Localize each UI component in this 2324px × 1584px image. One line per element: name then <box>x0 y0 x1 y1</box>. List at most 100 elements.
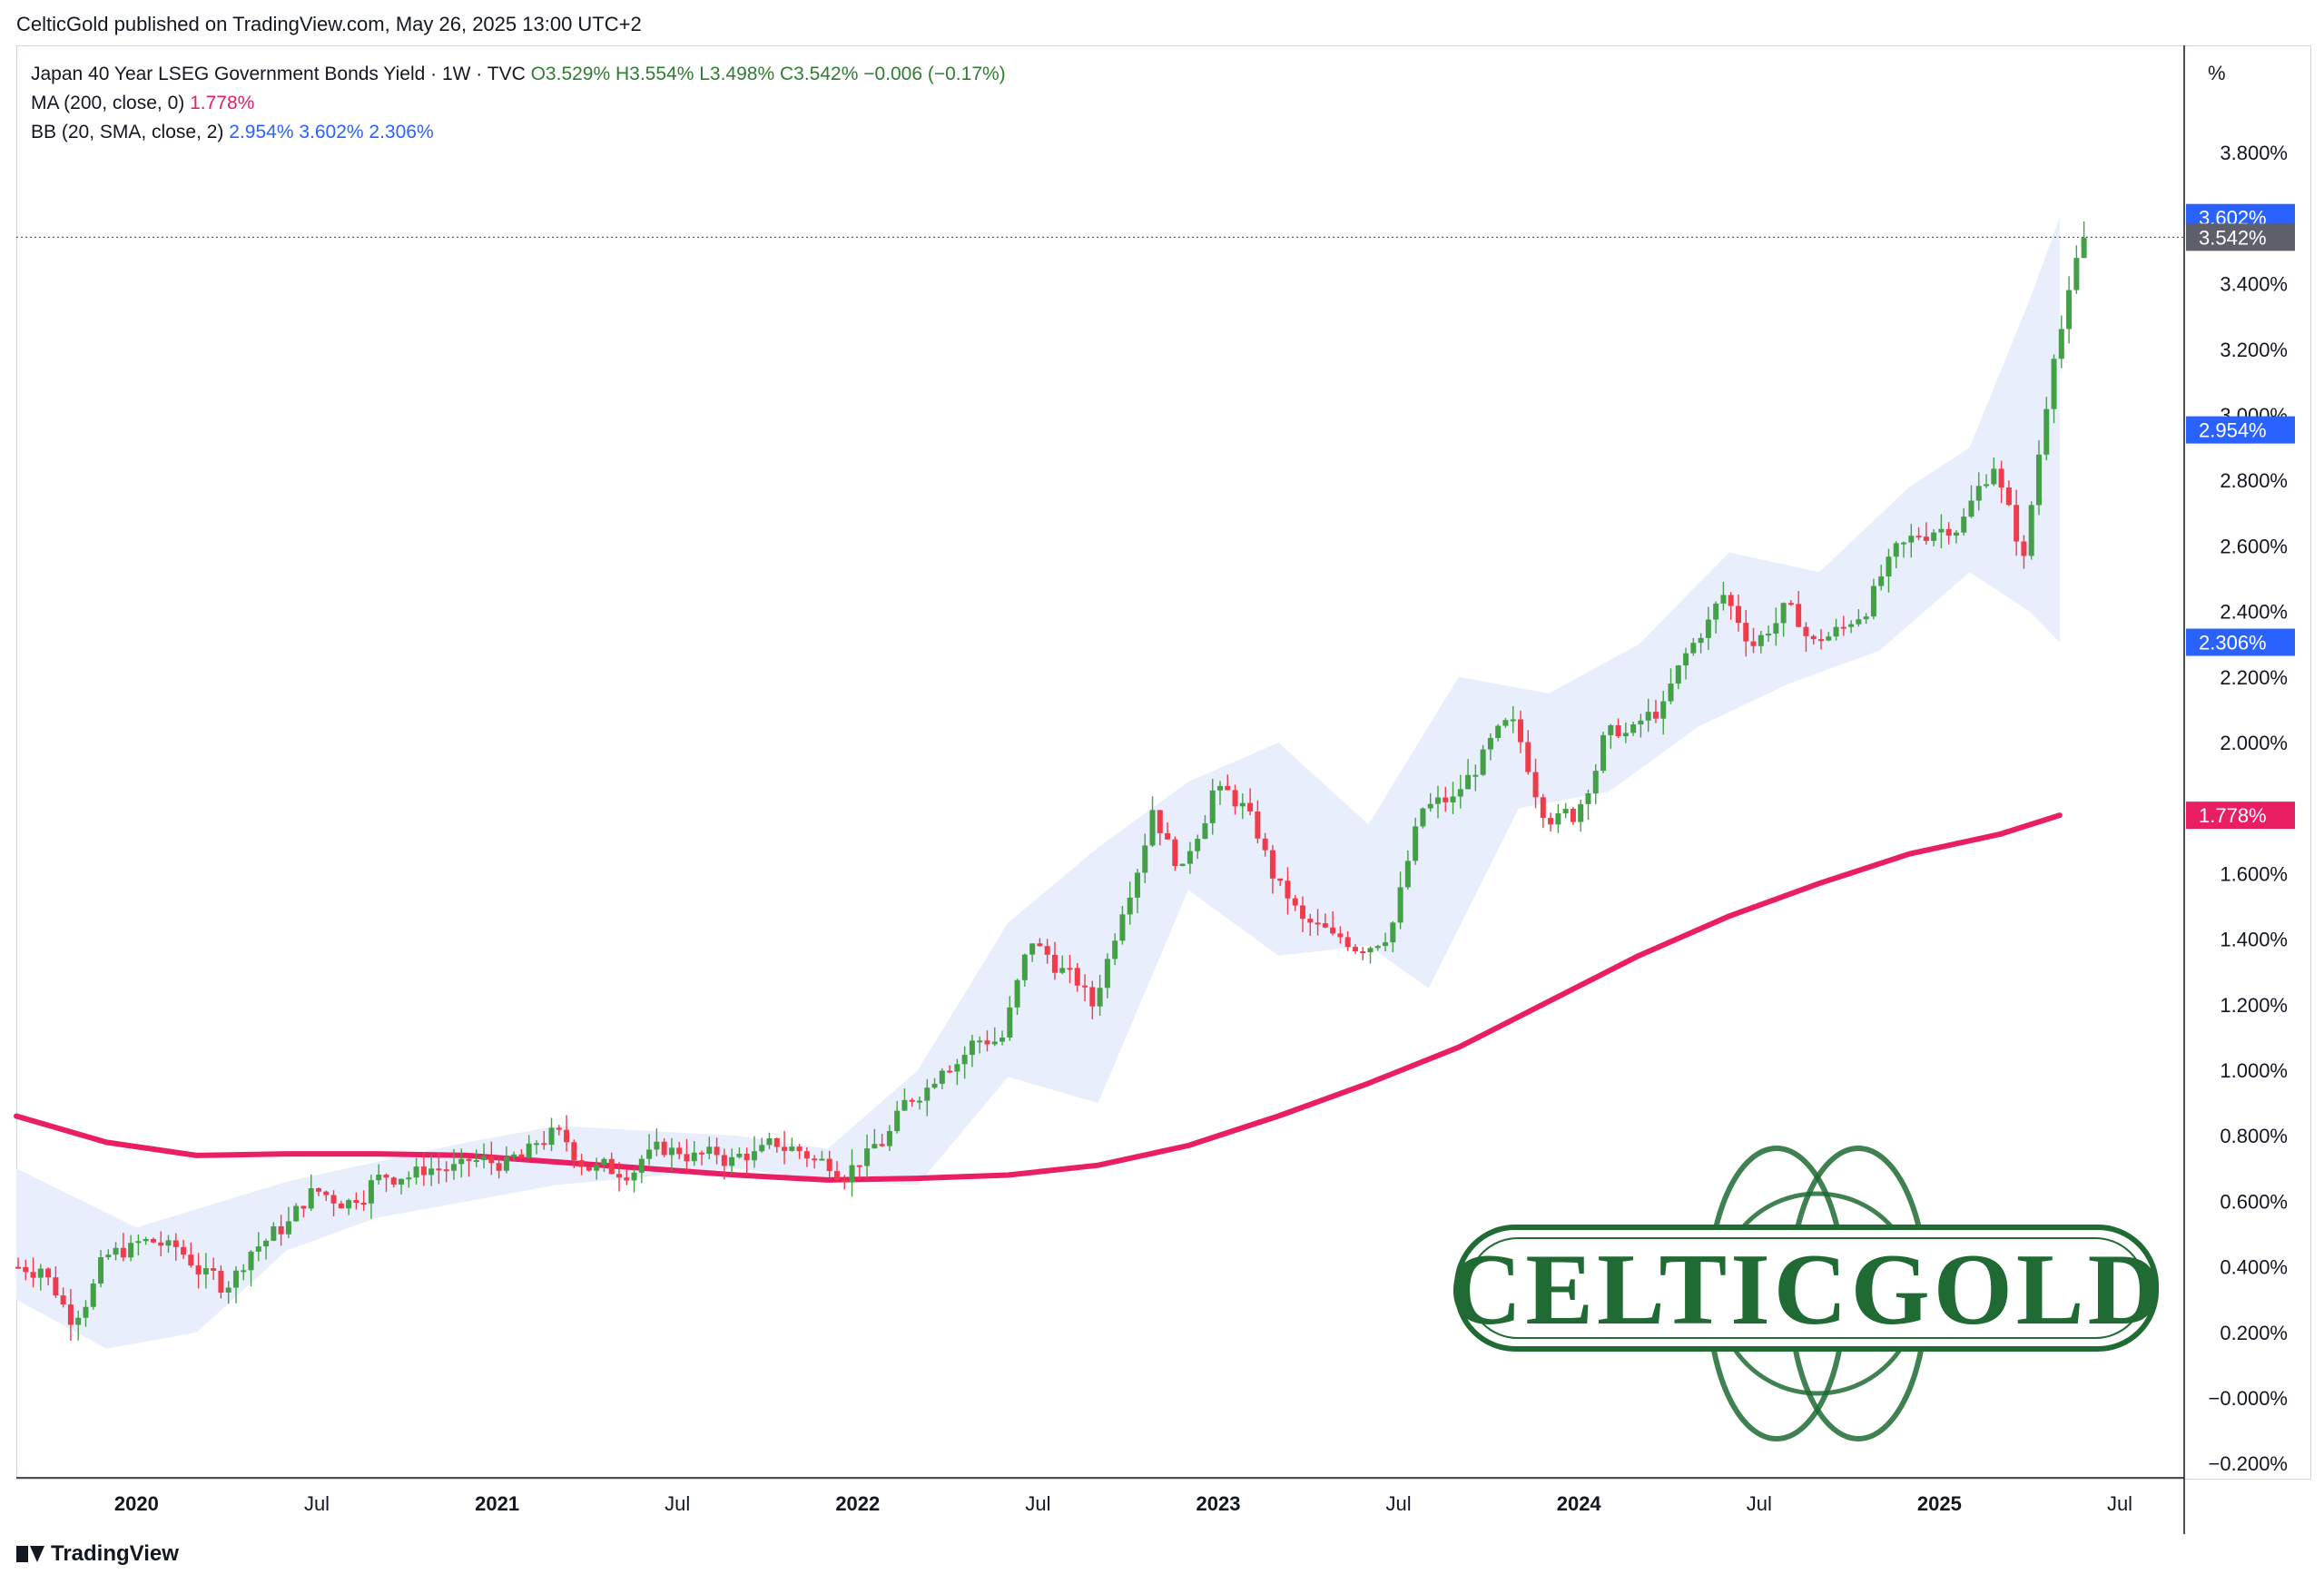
candle-body <box>1217 785 1223 791</box>
candle-body <box>1209 790 1216 823</box>
legend-ma-row[interactable]: MA (200, close, 0) 1.778% <box>31 89 1006 118</box>
candle-body <box>1225 785 1231 791</box>
candle-body <box>1285 881 1291 899</box>
candle-body <box>1998 468 2004 488</box>
candle-body <box>263 1240 270 1247</box>
candle-body <box>616 1174 622 1178</box>
candle-body <box>608 1158 615 1175</box>
candle-body <box>436 1168 442 1171</box>
candle-body <box>1450 796 1456 802</box>
candle-body <box>1915 536 1922 538</box>
candle-body <box>1592 771 1599 794</box>
candle-body <box>961 1055 968 1065</box>
candle-body <box>1570 808 1576 822</box>
candle-body <box>113 1247 119 1255</box>
price-label-bb_basis: 2.954% <box>2199 419 2267 442</box>
candle-body <box>1044 946 1050 955</box>
tradingview-footer[interactable]: TradingView <box>16 1541 179 1567</box>
candle-body <box>1089 987 1096 1007</box>
candle-body <box>60 1295 66 1305</box>
candle-body <box>1187 851 1193 864</box>
candle-body <box>1374 946 1381 949</box>
candle-body <box>1600 734 1607 772</box>
x-tick-label: 2021 <box>475 1492 519 1515</box>
candle-body <box>1172 839 1178 866</box>
candle-body <box>511 1154 517 1157</box>
candle-body <box>285 1221 291 1235</box>
candle-body <box>2058 329 2064 359</box>
candle-body <box>1945 528 1952 536</box>
y-tick-label: −0.200% <box>2209 1452 2288 1475</box>
candle-body <box>1472 774 1479 777</box>
candle-body <box>766 1138 773 1146</box>
x-tick-label: 2023 <box>1196 1492 1241 1515</box>
candle-body <box>278 1225 284 1235</box>
candle-body <box>1367 948 1374 953</box>
candle-body <box>1232 790 1238 807</box>
candle-body <box>428 1168 435 1176</box>
candle-body <box>833 1171 840 1180</box>
x-tick-label: 2025 <box>1917 1492 1962 1515</box>
candle-body <box>496 1163 502 1171</box>
x-tick-label: Jul <box>665 1492 690 1515</box>
candle-body <box>15 1266 21 1269</box>
candle-body <box>473 1160 479 1163</box>
candle-body <box>1735 605 1741 624</box>
candle-body <box>218 1270 224 1293</box>
bb-upper-value: 3.602% <box>299 122 364 143</box>
candle-body <box>503 1156 509 1171</box>
candle-body <box>849 1165 855 1183</box>
price-labels: 3.602%3.542%2.954%2.306%1.778% <box>2186 203 2295 830</box>
price-label-bg-ma <box>2186 802 2295 830</box>
chart-legend: Japan 40 Year LSEG Government Bonds Yiel… <box>31 60 1006 147</box>
candle-body <box>248 1251 254 1271</box>
candle-body <box>1720 595 1727 604</box>
y-tick-label: 3.800% <box>2220 142 2288 164</box>
y-tick-label: 3.400% <box>2220 273 2288 296</box>
candle-body <box>714 1146 720 1156</box>
ma-200-line <box>14 812 2063 1183</box>
y-tick-label: 2.600% <box>2220 535 2288 557</box>
candle-body <box>1705 619 1711 638</box>
candle-body <box>1480 749 1486 775</box>
candle-body <box>1330 927 1336 934</box>
candle-body <box>2021 541 2027 556</box>
candle-body <box>1067 968 1073 970</box>
legend-symbol-row[interactable]: Japan 40 Year LSEG Government Bonds Yiel… <box>31 60 1006 89</box>
candle-body <box>1142 845 1148 873</box>
candle-body <box>2066 290 2073 330</box>
candle-body <box>338 1203 344 1209</box>
candle-body <box>939 1070 945 1084</box>
candle-body <box>578 1160 585 1167</box>
candle-body <box>1292 898 1298 906</box>
candle-body <box>1119 914 1126 941</box>
candle-body <box>30 1272 36 1278</box>
price-axis[interactable]: 3.800%3.400%3.200%3.000%2.800%2.600%2.40… <box>16 45 2288 1534</box>
candle-body <box>420 1166 427 1176</box>
legend-bb-row[interactable]: BB (20, SMA, close, 2) 2.954% 3.602% 2.3… <box>31 118 1006 147</box>
candle-body <box>1443 797 1449 802</box>
candle-body <box>1255 811 1261 839</box>
candle-body <box>390 1177 397 1185</box>
y-tick-label: −0.000% <box>2209 1387 2288 1410</box>
candle-body <box>165 1240 172 1246</box>
candle-body <box>631 1172 637 1181</box>
candle-body <box>886 1131 892 1146</box>
candle-body <box>1059 968 1066 973</box>
candle-body <box>954 1064 960 1072</box>
candle-body <box>2035 454 2042 506</box>
candle-body <box>1975 486 1982 501</box>
axis-unit-label[interactable]: % <box>2208 62 2226 84</box>
candle-body <box>2081 237 2087 259</box>
candle-body <box>1870 585 1876 617</box>
candle-body <box>1548 817 1554 825</box>
time-axis[interactable]: 2020 Jul 2021 Jul 2022 Jul 2023 Jul 2024 Jul 2025 J… <box>16 1477 2184 1515</box>
candle-body <box>188 1254 194 1266</box>
price-label-last: 3.542% <box>2199 226 2267 249</box>
candle-body <box>947 1070 953 1073</box>
candle-body <box>991 1041 998 1045</box>
candle-body <box>316 1188 321 1192</box>
candle-body <box>1540 797 1546 818</box>
candle-body <box>1149 810 1156 846</box>
